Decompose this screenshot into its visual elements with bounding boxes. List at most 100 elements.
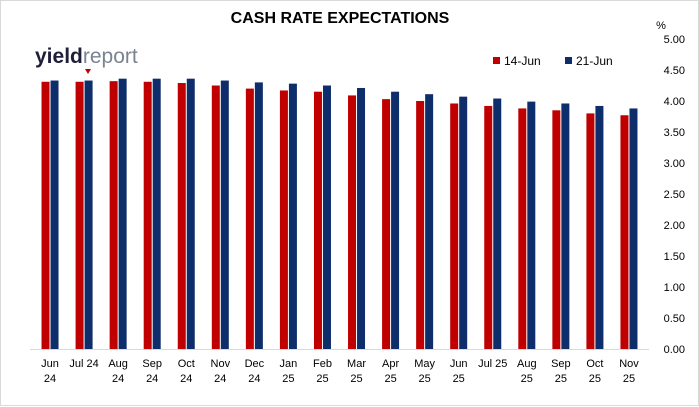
bar-21-jun-3	[152, 78, 161, 350]
bar-14-jun-1	[75, 81, 84, 349]
x-tick-label: Feb 25	[313, 358, 332, 385]
x-tick-line: 25	[589, 373, 601, 385]
y-tick-label: 3.00	[664, 158, 685, 170]
x-tick-label: Sep 25	[551, 358, 571, 385]
x-tick-line: Nov	[619, 358, 639, 370]
bar-21-jun-8	[322, 85, 331, 349]
bar-14-jun-2	[109, 81, 118, 349]
x-tick-label: Mar 25	[347, 358, 366, 385]
bar-14-jun-15	[552, 110, 561, 349]
chart-title: CASH RATE EXPECTATIONS	[231, 10, 450, 27]
x-tick-label: Dec 24	[245, 358, 265, 385]
bar-14-jun-11	[416, 101, 425, 349]
bar-21-jun-6	[254, 82, 263, 350]
x-tick-line: 25	[521, 373, 533, 385]
legend-swatch-21-jun	[565, 57, 572, 64]
bar-21-jun-0	[50, 80, 59, 349]
x-tick-line: Sep	[142, 358, 162, 370]
bar-14-jun-12	[450, 103, 459, 349]
x-tick-line: Feb	[313, 358, 332, 370]
y-axis-ticks: 0.00 0.50 1.00 1.50 2.00 2.50 3.00 3.50 4.00 4.50…	[664, 34, 685, 356]
bar-14-jun-16	[586, 113, 595, 350]
x-tick-line: Oct	[178, 358, 195, 370]
bar-14-jun-13	[484, 105, 493, 350]
bar-21-jun-9	[357, 87, 366, 349]
x-tick-label: Aug 25	[517, 358, 537, 385]
bars	[41, 78, 638, 350]
bar-21-jun-17	[629, 108, 638, 349]
x-tick-line: 25	[350, 373, 362, 385]
x-tick-line: 25	[453, 373, 465, 385]
y-axis-unit: %	[656, 20, 666, 32]
legend: 14-Jun 21-Jun	[493, 54, 613, 68]
bar-21-jun-14	[527, 101, 536, 350]
x-tick-line: Aug	[108, 358, 128, 370]
x-tick-line: Sep	[551, 358, 571, 370]
x-tick-line: Apr	[382, 358, 399, 370]
y-tick-label: 0.00	[664, 344, 685, 356]
y-tick-label: 1.00	[664, 282, 685, 294]
x-tick-label: Nov 25	[619, 358, 639, 385]
bar-14-jun-3	[143, 81, 152, 349]
legend-label-21-jun: 21-Jun	[576, 54, 613, 68]
bar-14-jun-8	[313, 91, 322, 349]
x-tick-line: 24	[44, 373, 56, 385]
bar-14-jun-10	[382, 99, 391, 349]
bar-21-jun-5	[220, 80, 229, 349]
x-tick-label: Jun 25	[450, 358, 468, 385]
x-tick-label: Jan 25	[280, 358, 298, 385]
logo-marker-icon	[85, 69, 91, 74]
x-tick-label: Sep 24	[142, 358, 162, 385]
x-tick-line: Aug	[517, 358, 537, 370]
x-tick-line: 24	[146, 373, 158, 385]
y-tick-label: 2.00	[664, 220, 685, 232]
y-tick-label: 5.00	[664, 34, 685, 46]
logo-report-part: report	[83, 45, 138, 68]
x-tick-line: 25	[316, 373, 328, 385]
x-tick-line: 24	[180, 373, 192, 385]
bar-14-jun-7	[279, 90, 288, 350]
y-tick-label: 3.50	[664, 127, 685, 139]
x-tick-line: May	[414, 358, 435, 370]
x-axis-ticks: Jun 24 Jul 24 Aug 24 Sep 24 Oct 24 Nov 24 Dec 24 Jan 2…	[41, 358, 639, 385]
legend-swatch-14-jun	[493, 57, 500, 64]
bar-14-jun-5	[211, 85, 220, 349]
bar-14-jun-17	[620, 115, 629, 349]
x-tick-label: May 25	[414, 358, 435, 385]
x-tick-line: 25	[555, 373, 567, 385]
y-tick-label: 0.50	[664, 313, 685, 325]
bar-21-jun-10	[391, 91, 400, 349]
x-tick-line: Jun	[450, 358, 468, 370]
x-tick-label: Aug 24	[108, 358, 128, 385]
x-tick-label: Apr 25	[382, 358, 399, 385]
legend-label-14-jun: 14-Jun	[504, 54, 541, 68]
x-tick-line: Jun	[41, 358, 59, 370]
bar-21-jun-11	[425, 94, 434, 350]
x-tick-line: Mar	[347, 358, 366, 370]
bar-21-jun-2	[118, 78, 127, 350]
logo-text: yieldreport	[35, 45, 138, 68]
x-tick-line: 24	[214, 373, 226, 385]
logo-yield-part: yield	[35, 45, 83, 68]
x-tick-line: Jan	[280, 358, 298, 370]
y-tick-label: 4.50	[664, 65, 685, 77]
x-tick-label: Jul 25	[478, 358, 507, 370]
x-tick-line: 24	[248, 373, 260, 385]
x-tick-line: Jul 24	[69, 358, 98, 370]
y-tick-label: 1.50	[664, 251, 685, 263]
x-tick-label: Nov 24	[211, 358, 231, 385]
bar-14-jun-14	[518, 108, 527, 349]
bar-14-jun-6	[245, 88, 254, 349]
bar-14-jun-0	[41, 81, 50, 349]
x-tick-line: 24	[112, 373, 124, 385]
bar-21-jun-13	[493, 98, 502, 350]
x-tick-line: Dec	[245, 358, 265, 370]
x-tick-line: Nov	[211, 358, 231, 370]
bar-21-jun-15	[561, 103, 570, 349]
x-tick-label: Jun 24	[41, 358, 59, 385]
bar-21-jun-1	[84, 80, 93, 349]
y-tick-label: 4.00	[664, 96, 685, 108]
yieldreport-logo: yieldreport	[35, 45, 138, 74]
